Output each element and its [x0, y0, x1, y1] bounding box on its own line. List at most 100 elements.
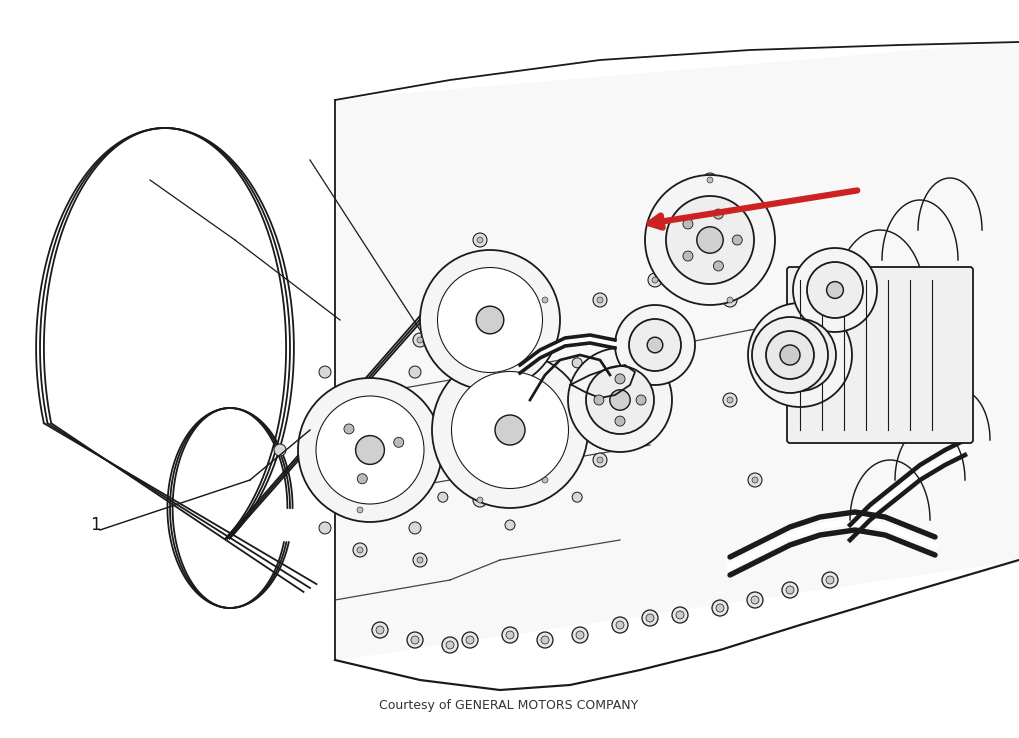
Circle shape [409, 522, 421, 534]
Circle shape [573, 358, 582, 368]
Circle shape [542, 477, 548, 483]
Circle shape [506, 631, 514, 639]
Circle shape [466, 636, 474, 644]
Circle shape [609, 390, 630, 410]
Circle shape [411, 636, 419, 644]
Circle shape [576, 631, 584, 639]
Circle shape [703, 173, 717, 187]
Circle shape [748, 303, 852, 407]
Circle shape [476, 306, 503, 334]
Circle shape [473, 493, 487, 507]
Circle shape [723, 393, 737, 407]
Circle shape [642, 610, 658, 626]
Circle shape [477, 237, 483, 243]
Circle shape [652, 277, 658, 283]
Circle shape [451, 371, 569, 489]
Circle shape [573, 492, 582, 502]
Circle shape [615, 416, 625, 426]
Circle shape [594, 395, 604, 405]
Circle shape [477, 497, 483, 503]
Circle shape [733, 235, 742, 245]
Polygon shape [335, 42, 1019, 660]
Circle shape [298, 378, 442, 522]
Circle shape [502, 627, 518, 643]
Circle shape [353, 543, 367, 557]
Circle shape [807, 262, 863, 318]
Circle shape [764, 319, 836, 391]
Circle shape [568, 348, 672, 452]
Circle shape [645, 175, 775, 305]
Circle shape [826, 282, 844, 298]
Circle shape [438, 492, 447, 502]
FancyBboxPatch shape [787, 267, 973, 443]
Circle shape [437, 267, 542, 373]
Circle shape [647, 337, 662, 353]
Circle shape [789, 344, 811, 366]
Circle shape [358, 474, 367, 483]
Circle shape [593, 293, 607, 307]
Circle shape [786, 586, 794, 594]
Circle shape [319, 366, 331, 378]
Text: Courtesy of GENERAL MOTORS COMPANY: Courtesy of GENERAL MOTORS COMPANY [379, 698, 639, 711]
Circle shape [612, 617, 628, 633]
Circle shape [616, 621, 624, 629]
Circle shape [826, 576, 834, 584]
Circle shape [409, 366, 421, 378]
Circle shape [597, 297, 603, 303]
Circle shape [444, 274, 536, 366]
Circle shape [353, 503, 367, 517]
Circle shape [666, 196, 754, 284]
Circle shape [454, 444, 466, 456]
Circle shape [713, 261, 723, 271]
Circle shape [274, 444, 286, 456]
Circle shape [393, 438, 404, 447]
Circle shape [410, 425, 420, 435]
Circle shape [593, 453, 607, 467]
Circle shape [446, 641, 454, 649]
Circle shape [648, 273, 662, 287]
Circle shape [723, 293, 737, 307]
Circle shape [752, 317, 828, 393]
Circle shape [438, 358, 447, 368]
Circle shape [676, 611, 684, 619]
Circle shape [372, 622, 388, 638]
Circle shape [460, 380, 560, 480]
Circle shape [586, 366, 654, 434]
Circle shape [541, 636, 549, 644]
Circle shape [356, 435, 384, 464]
Circle shape [629, 319, 681, 371]
Circle shape [752, 477, 758, 483]
Circle shape [713, 209, 723, 219]
Circle shape [751, 596, 759, 604]
Circle shape [357, 547, 363, 553]
Circle shape [505, 330, 515, 340]
Circle shape [413, 333, 427, 347]
Circle shape [748, 473, 762, 487]
Circle shape [357, 507, 363, 513]
Circle shape [322, 402, 418, 498]
Circle shape [542, 297, 548, 303]
Circle shape [537, 632, 553, 648]
Circle shape [538, 473, 552, 487]
Circle shape [420, 250, 560, 390]
Circle shape [683, 251, 693, 261]
Circle shape [473, 233, 487, 247]
Circle shape [747, 592, 763, 608]
Circle shape [316, 396, 424, 504]
Circle shape [505, 520, 515, 530]
Circle shape [672, 607, 688, 623]
Circle shape [495, 415, 525, 445]
Circle shape [636, 395, 646, 405]
Circle shape [646, 614, 654, 622]
Circle shape [697, 227, 723, 253]
Circle shape [600, 425, 610, 435]
Circle shape [716, 604, 725, 612]
Circle shape [344, 424, 354, 434]
Circle shape [615, 305, 695, 385]
Circle shape [376, 626, 384, 634]
Circle shape [727, 397, 733, 403]
Circle shape [417, 557, 423, 563]
Circle shape [407, 632, 423, 648]
Circle shape [432, 352, 588, 508]
Circle shape [572, 627, 588, 643]
